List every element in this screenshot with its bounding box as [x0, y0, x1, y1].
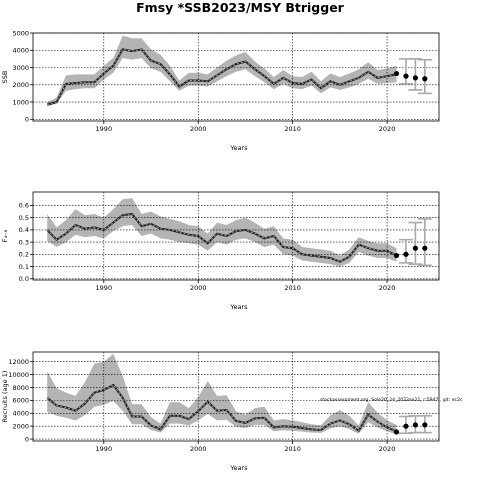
- recruits-ytick-label: 12000: [8, 358, 29, 366]
- recruits-panel: 1990 2000 2010 2020 0 2000 4000 6000 8000 10000 12…: [1, 351, 440, 472]
- ssb-axes-frame: [32, 32, 440, 122]
- ssb-xtick-label: 2010: [284, 125, 301, 133]
- recruits-forecast-point: [393, 429, 400, 435]
- fbar-xtick-label: 2010: [284, 284, 301, 292]
- ssb-xtick-label: 2020: [379, 125, 396, 133]
- ssb-forecast-point: [403, 73, 409, 79]
- source-annotation: stockassessment.org, Sole20_24_2022ex21,…: [320, 397, 463, 403]
- fbar-ytick-label: 0.1: [19, 263, 29, 271]
- recruits-ytick-label: 0: [25, 435, 29, 443]
- ssb-ytick-label: 0: [25, 116, 29, 124]
- recruits-xtick-label: 2000: [190, 445, 207, 453]
- recruits-ytick-label: 6000: [12, 397, 29, 405]
- recruits-xtick-label: 2020: [379, 445, 396, 453]
- ssb-forecast-point: [412, 75, 418, 81]
- ssb-ytick-label: 1000: [12, 98, 29, 106]
- figure-title: Fmsy *SSB2023/MSY Btrigger: [136, 0, 345, 15]
- ssb-panel: 1990 2000 2010 2020 0 1000 2000 3000 4000 5000 Yea…: [1, 29, 440, 152]
- ssb-xtick-label: 1990: [96, 125, 113, 133]
- fbar-forecast-point: [422, 245, 428, 251]
- fbar-xtick-label: 1990: [96, 284, 113, 292]
- fbar-xtick-label: 2000: [190, 284, 207, 292]
- ssb-forecast-point: [422, 76, 428, 82]
- ssb-xlabel: Years: [229, 144, 248, 152]
- panels: 1990 2000 2010 2020 0 1000 2000 3000 4000 5000 Yea…: [1, 29, 440, 472]
- ssb-xtick-label: 2000: [190, 125, 207, 133]
- recruits-ytick-label: 2000: [12, 422, 29, 430]
- recruits-ytick-label: 4000: [12, 410, 29, 418]
- fbar-xtick-label: 2020: [379, 284, 396, 292]
- recruits-forecast-point: [412, 422, 418, 428]
- fbar-ytick-label: 0.5: [19, 214, 29, 222]
- recruits-confidence-band: [47, 353, 397, 435]
- fbar-panel: 1990 2000 2010 2020 0.0 0.1 0.2 0.3 0.4 0.5 0.6 Yea…: [1, 191, 440, 311]
- fbar-axes-frame: [32, 191, 440, 281]
- fbar-ytick-label: 0.3: [19, 238, 29, 246]
- fbar-ytick-label: 0.6: [19, 202, 29, 210]
- ssb-confidence-band: [47, 35, 397, 107]
- ssb-ytick-label: 5000: [12, 29, 29, 37]
- recruits-forecast-point: [422, 422, 428, 428]
- ssb-ylabel: SSB: [1, 71, 9, 84]
- fbar-forecast-point: [403, 251, 409, 257]
- fbar-ytick-label: 0.0: [19, 275, 29, 283]
- fbar-ytick-label: 0.2: [19, 251, 29, 259]
- ssb-forecast-point: [393, 70, 400, 77]
- recruits-xtick-label: 2010: [284, 445, 301, 453]
- ssb-ytick-label: 3000: [12, 64, 29, 72]
- recruits-forecast-point: [403, 423, 409, 429]
- recruits-xlabel: Years: [229, 464, 248, 472]
- recruits-axes-frame: [32, 351, 440, 442]
- fbar-confidence-band: [47, 198, 397, 267]
- ssb-ytick-label: 2000: [12, 81, 29, 89]
- fbar-estimate-dash: [46, 213, 397, 263]
- fbar-xlabel: Years: [229, 303, 248, 311]
- fbar-ytick-label: 0.4: [19, 226, 29, 234]
- fbar-ylabel: F₄₋₈: [1, 229, 9, 242]
- recruits-xtick-label: 1990: [96, 445, 113, 453]
- fbar-forecast-point: [412, 245, 418, 251]
- recruits-ytick-label: 8000: [12, 384, 29, 392]
- ssb-ytick-label: 4000: [12, 47, 29, 55]
- recruits-ytick-label: 10000: [8, 371, 29, 379]
- ssb-estimate-dash: [47, 49, 397, 105]
- recruits-ylabel: Recruits (age 1): [1, 371, 9, 423]
- recruits-estimate-dash: [46, 384, 397, 432]
- fbar-forecast-point: [393, 252, 400, 259]
